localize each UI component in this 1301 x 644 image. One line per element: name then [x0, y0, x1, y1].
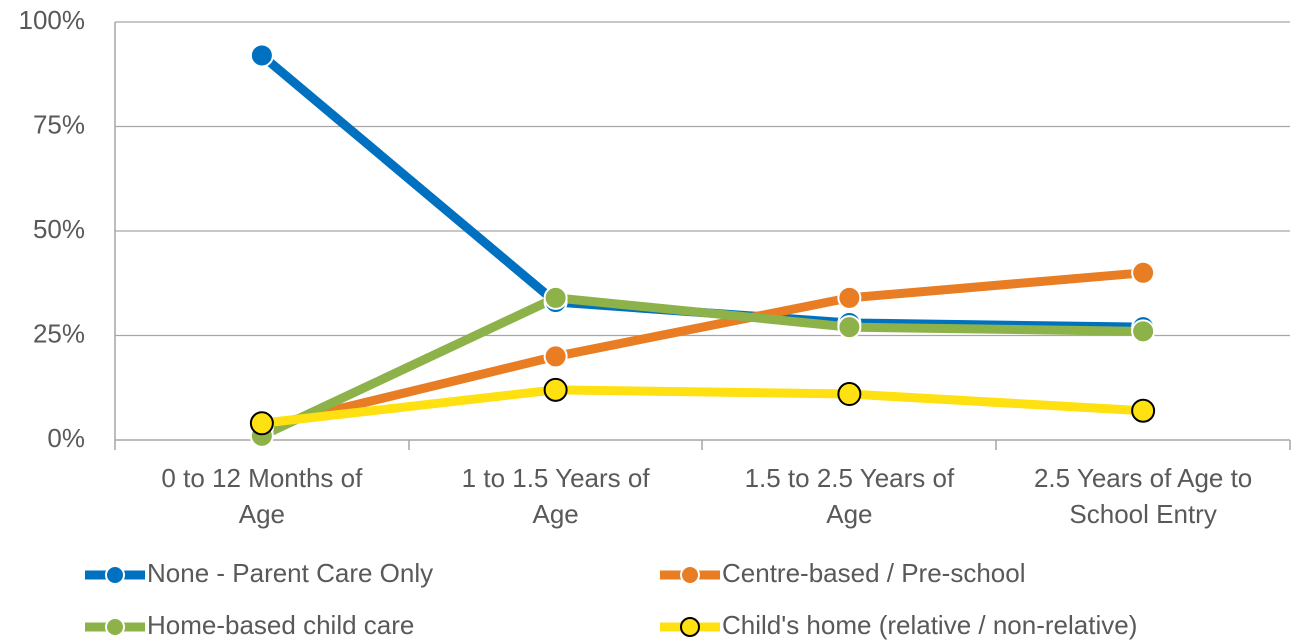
series-marker [543, 377, 568, 402]
x-tick-label: 0 to 12 Months of Age [161, 463, 363, 529]
y-tick-label: 50% [33, 214, 85, 244]
series-line [260, 268, 1144, 432]
legend-marker [105, 565, 125, 585]
series-marker [837, 382, 862, 407]
legend-label: Home-based child care [147, 610, 414, 640]
y-tick-label: 75% [33, 109, 85, 139]
series-marker [837, 315, 862, 340]
legend-label: None - Parent Care Only [147, 558, 433, 588]
y-tick-label: 0% [47, 423, 85, 453]
legend-marker [680, 565, 700, 585]
legend-marker [680, 617, 700, 637]
series-marker [1131, 319, 1156, 344]
x-tick-label: 1.5 to 2.5 Years of Age [745, 463, 955, 529]
series-line [259, 293, 1144, 440]
series-line [261, 385, 1144, 428]
legend-label: Centre-based / Pre-school [722, 558, 1025, 588]
series-marker [1131, 260, 1156, 285]
legend-marker [105, 617, 125, 637]
series-marker [249, 411, 274, 436]
series-marker [543, 285, 568, 310]
y-tick-label: 100% [19, 5, 86, 35]
x-tick-marks [114, 440, 1291, 450]
series-marker [249, 43, 274, 68]
x-tick-label: 2.5 Years of Age to School Entry [1034, 463, 1252, 529]
legend-label: Child's home (relative / non-relative) [722, 610, 1137, 640]
y-tick-label: 25% [33, 318, 85, 348]
series-marker [837, 285, 862, 310]
series-marker [543, 344, 568, 369]
x-tick-label: 1 to 1.5 Years of Age [462, 463, 651, 529]
series-marker [1131, 398, 1156, 423]
